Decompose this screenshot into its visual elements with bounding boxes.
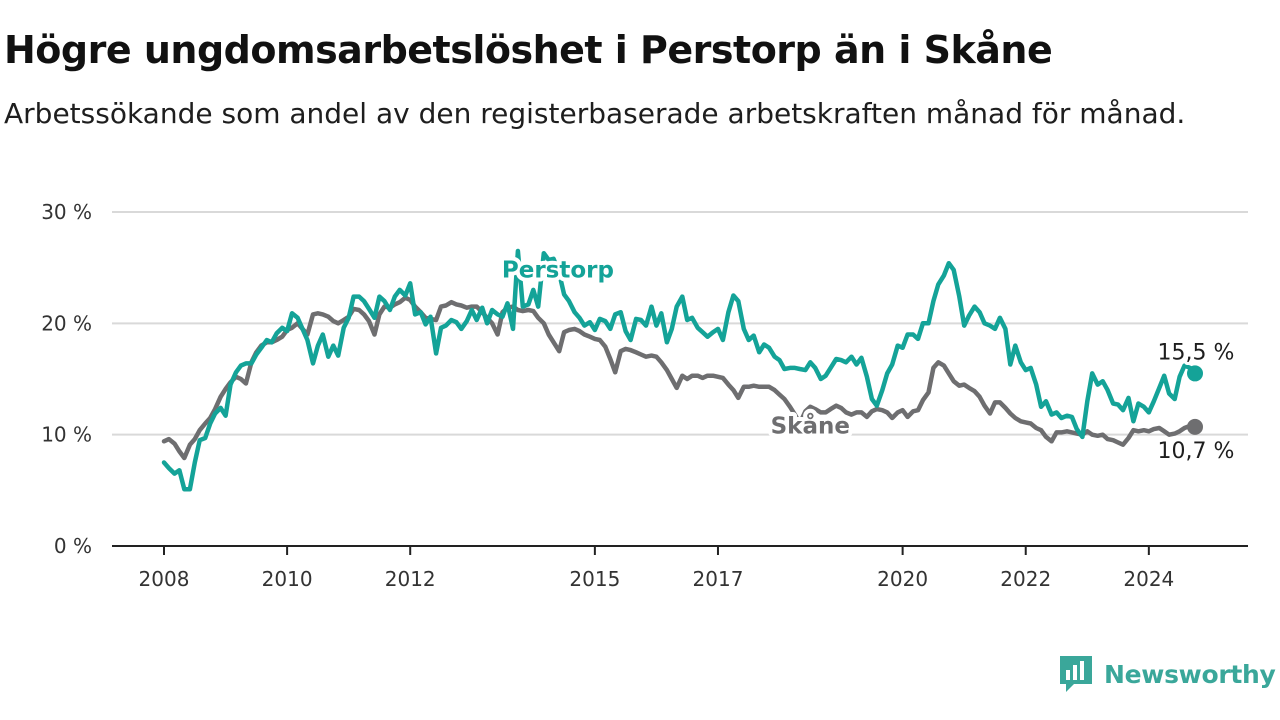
x-tick-label: 2020 xyxy=(877,567,928,591)
series-label-halo: Skåne xyxy=(771,413,850,440)
end-value-label-halo: 15,5 % xyxy=(1158,340,1235,365)
newsworthy-logo-icon xyxy=(1060,656,1092,692)
x-tick-label: 2010 xyxy=(262,567,313,591)
series-line-skne xyxy=(161,295,1198,461)
series-label-halo: Perstorp xyxy=(502,258,614,284)
grid-lines xyxy=(112,211,1248,436)
brand-name: Newsworthy xyxy=(1104,659,1276,689)
x-tick-label: 2008 xyxy=(139,567,190,591)
x-tick-label: 2024 xyxy=(1123,567,1174,591)
end-value-label-halo: 10,7 % xyxy=(1158,439,1235,464)
x-tick-label: 2022 xyxy=(1000,567,1051,591)
series-end-point xyxy=(1187,418,1203,435)
end-value-label: 10,7 % xyxy=(1158,439,1235,464)
end-value-label: 15,5 % xyxy=(1158,340,1235,365)
chart-subtitle: Arbetssökande som andel av den registerb… xyxy=(4,97,1186,130)
x-tick-label: 2012 xyxy=(385,567,436,591)
chart-title: Högre ungdomsarbetslöshet i Perstorp än … xyxy=(4,28,1053,72)
series-label: Skåne xyxy=(771,413,850,440)
newsworthy-brand: Newsworthy xyxy=(1058,652,1280,696)
series-lines xyxy=(161,248,1203,492)
x-tick-label: 2017 xyxy=(693,567,744,591)
series-line-perstorp xyxy=(161,248,1198,492)
y-tick-label: 20 % xyxy=(41,311,92,335)
y-tick-label: 30 % xyxy=(41,200,92,224)
series-end-point xyxy=(1187,365,1203,382)
y-tick-label: 0 % xyxy=(54,534,92,558)
series-label: Perstorp xyxy=(502,258,614,284)
y-tick-label: 10 % xyxy=(41,423,92,447)
x-axis: 2008 2010 2012 2015 2017 2020 2022 2024 xyxy=(112,545,1248,591)
x-tick-label: 2015 xyxy=(569,567,620,591)
y-axis-ticks: 0 % 10 % 20 % 30 % xyxy=(41,200,92,558)
